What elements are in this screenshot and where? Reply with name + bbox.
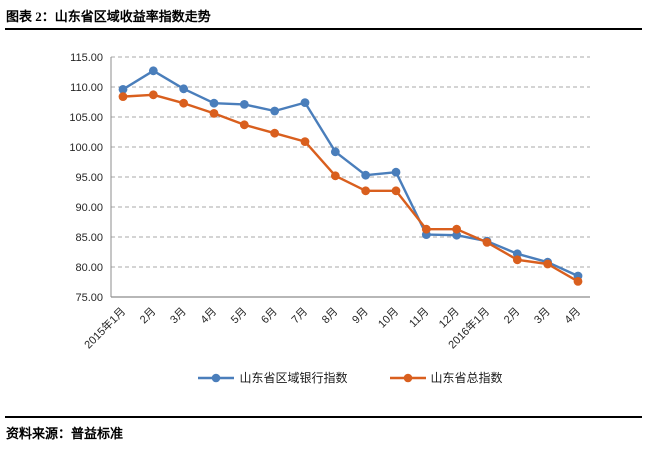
- x-tick-label: 6月: [259, 306, 280, 327]
- data-point: [148, 66, 158, 76]
- data-point: [239, 120, 249, 130]
- y-tick-label: 75.00: [75, 292, 103, 304]
- chart-legend: 山东省区域银行指数 山东省总指数: [111, 369, 590, 386]
- x-tick-label: 2015年1月: [81, 304, 128, 351]
- bottom-divider: [5, 416, 642, 418]
- data-point: [209, 109, 219, 118]
- series-line-1: [121, 93, 580, 283]
- line-chart-plot: 75.00 80.00 85.00 90.00 95.00 100.00 105.00 110…: [69, 52, 590, 351]
- data-point: [361, 186, 371, 196]
- legend-marker-line-dot-blue: [198, 373, 235, 382]
- legend-item-regional-bank-index: 山东省区域银行指数: [198, 369, 348, 386]
- x-tick-label: 3月: [532, 306, 553, 327]
- series-line-0: [121, 69, 580, 278]
- data-point: [421, 224, 431, 234]
- data-point: [300, 98, 310, 107]
- data-point: [512, 255, 522, 265]
- data-point: [543, 259, 553, 269]
- x-tick-label: 11月: [407, 306, 431, 330]
- source-note: 资料来源：普益标准: [6, 426, 124, 441]
- data-point: [482, 238, 492, 247]
- y-tick-label: 85.00: [75, 232, 103, 244]
- data-point: [330, 147, 340, 157]
- data-point: [118, 85, 128, 94]
- data-point: [391, 186, 401, 196]
- data-point: [300, 137, 310, 146]
- data-point: [118, 92, 128, 101]
- y-tick-label: 100.00: [69, 142, 103, 154]
- legend-marker-line-dot-orange: [389, 373, 426, 382]
- data-point: [270, 128, 280, 138]
- x-tick-label: 8月: [320, 306, 341, 327]
- x-tick-label: 12月: [437, 306, 462, 331]
- y-tick-label: 95.00: [75, 172, 103, 184]
- data-point: [361, 170, 371, 180]
- legend-label-regional-bank-index: 山东省区域银行指数: [239, 371, 348, 385]
- data-point: [391, 167, 401, 177]
- figure-title: 图表 2：山东省区域收益率指数走势: [6, 9, 211, 24]
- data-point: [239, 100, 249, 109]
- x-tick-label: 2月: [502, 306, 523, 327]
- legend-label-total-index: 山东省总指数: [430, 371, 503, 385]
- x-tick-label: 2月: [138, 306, 159, 327]
- y-tick-label: 80.00: [75, 262, 103, 274]
- y-tick-label: 110.00: [70, 82, 103, 94]
- data-point: [179, 84, 189, 94]
- data-point: [270, 106, 280, 116]
- top-divider: [5, 28, 642, 30]
- y-tick-label: 105.00: [69, 112, 103, 124]
- x-tick-label: 7月: [290, 306, 311, 327]
- x-tick-label: 4月: [199, 306, 220, 327]
- data-point: [573, 277, 583, 286]
- legend-item-total-index: 山东省总指数: [389, 369, 503, 386]
- x-tick-label: 4月: [563, 306, 584, 327]
- x-tick-label: 5月: [229, 306, 250, 327]
- y-tick-label: 115.00: [70, 52, 103, 64]
- data-point: [330, 171, 340, 181]
- data-point: [452, 224, 462, 234]
- data-point: [148, 90, 158, 100]
- y-tick-label: 90.00: [75, 202, 103, 214]
- x-tick-label: 10月: [376, 306, 401, 331]
- x-tick-label: 3月: [168, 306, 189, 327]
- data-point: [209, 98, 219, 108]
- x-tick-label: 9月: [350, 306, 371, 327]
- data-point: [179, 98, 189, 108]
